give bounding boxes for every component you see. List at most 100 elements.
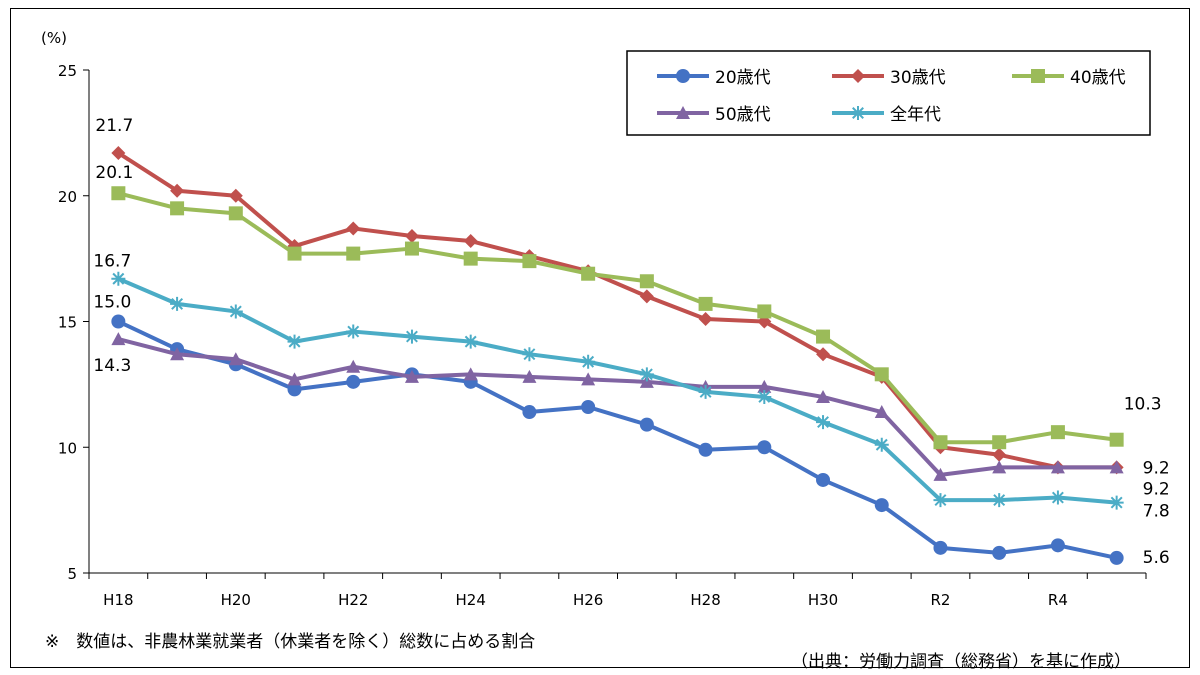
legend-box [626,50,1151,136]
data-point-2 [992,447,1007,462]
data-point-4 [111,332,126,346]
data-label: 14.3 [93,356,131,376]
data-point-2 [463,234,478,249]
data-point-4 [170,347,185,361]
data-point-4 [228,352,243,366]
data-point-5 [111,271,126,286]
x-tick-label: H28 [690,591,720,609]
data-point-1 [992,545,1007,560]
data-point-5 [933,493,948,508]
data-point-2 [228,188,243,203]
data-point-4 [346,359,361,373]
data-point-1 [111,314,126,329]
data-point-4 [1050,460,1065,474]
data-point-5 [816,415,831,430]
legend-label: 50歳代 [715,105,771,125]
data-point-3 [992,435,1007,450]
x-tick-label: R2 [930,591,950,609]
data-point-2 [404,228,419,243]
data-point-4 [581,372,596,386]
data-point-3 [639,274,654,289]
data-point-3 [228,206,243,221]
series-line-3 [117,191,1117,445]
y-tick-label: 25 [58,62,77,80]
data-point-3 [404,241,419,256]
legend-marker [1031,69,1045,83]
data-point-4 [816,389,831,403]
series-line-5 [117,276,1117,505]
data-point-3 [698,296,713,311]
data-point-5 [698,384,713,399]
data-point-1 [287,382,302,397]
chart-frame: 5 10 15 20 25 (%) H18 H20 H22 H24 H26 H28 H30 R2 R4 21.… [10,8,1190,672]
data-label: 15.0 [93,293,131,313]
data-label: 7.8 [1143,502,1170,522]
data-point-3 [346,246,361,261]
data-point-2 [639,289,654,304]
data-point-2 [111,145,126,160]
y-tick-label: 20 [58,188,77,206]
data-point-1 [346,374,361,389]
data-point-5 [228,304,243,319]
data-point-4 [874,405,889,419]
data-point-3 [1109,432,1124,447]
series-line-2 [117,151,1117,470]
data-point-5 [639,367,654,382]
data-point-5 [1050,490,1065,505]
legend-label: 全年代 [890,105,941,125]
data-point-5 [874,437,889,452]
legend-label: 40歳代 [1070,68,1126,88]
source-note: （出典：労働力調査（総務省）を基に作成） [791,652,1131,672]
legend-marker [851,106,865,120]
x-tick-label: H24 [456,591,486,609]
data-point-3 [874,367,889,382]
data-point-1 [581,400,596,415]
legend-label: 30歳代 [890,68,946,88]
data-point-1 [874,498,889,513]
data-point-4 [992,460,1007,474]
data-label: 20.1 [95,163,133,183]
data-point-1 [1050,538,1065,553]
data-point-2 [698,311,713,326]
y-tick-label: 10 [58,439,77,457]
data-point-3 [111,186,126,201]
data-label: 9.2 [1143,479,1170,499]
y-tick-label: 5 [67,565,77,583]
x-tick-label: H22 [338,591,368,609]
x-tick-label: H26 [573,591,603,609]
data-point-4 [463,367,478,381]
legend-marker [676,69,690,83]
data-point-4 [287,372,302,386]
data-point-4 [757,379,772,393]
data-point-5 [581,354,596,369]
data-point-1 [933,540,948,555]
data-point-5 [522,347,537,362]
data-point-5 [463,334,478,349]
data-point-1 [757,440,772,455]
legend-marker [676,106,690,119]
y-axis-unit: (%) [41,29,67,47]
legend-label: 20歳代 [715,68,771,88]
data-point-5 [992,493,1007,508]
x-tick-label: H18 [103,591,133,609]
data-point-4 [404,369,419,383]
data-point-2 [816,347,831,362]
data-point-4 [1109,460,1124,474]
data-point-3 [287,246,302,261]
data-point-1 [522,405,537,420]
data-label: 9.2 [1143,458,1170,478]
data-point-3 [816,329,831,344]
data-point-3 [933,435,948,450]
data-point-3 [170,201,185,216]
x-tick-label: R4 [1048,591,1068,609]
data-point-5 [404,329,419,344]
data-point-1 [1109,550,1124,565]
footnote: ※ 数値は、非農林業就業者（休業者を除く）総数に占める割合 [45,632,536,652]
x-tick-label: H30 [808,591,838,609]
data-point-3 [581,266,596,281]
data-point-3 [1050,425,1065,440]
data-point-3 [463,251,478,266]
data-point-1 [816,472,831,487]
data-point-5 [287,334,302,349]
data-point-1 [639,417,654,432]
